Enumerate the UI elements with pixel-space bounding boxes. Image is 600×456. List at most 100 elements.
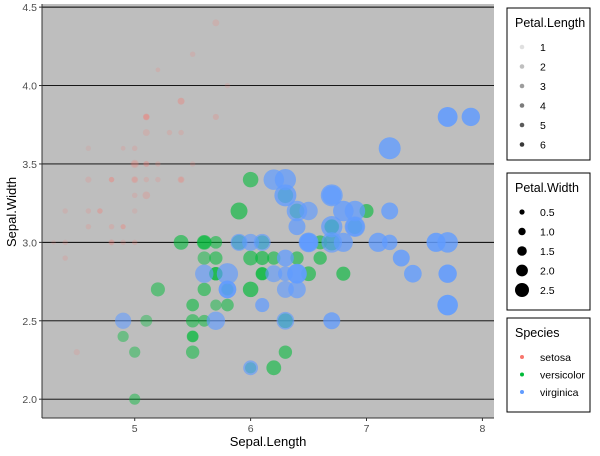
- point-versicolor: [266, 360, 282, 376]
- point-setosa: [120, 223, 126, 230]
- axes: 2.0 2.5 3.0 3.5 4.0 4.5 5 6 7 8: [22, 2, 494, 435]
- point-setosa: [143, 161, 150, 167]
- point-setosa: [131, 160, 138, 168]
- legend-key: [520, 372, 524, 377]
- legend-label: setosa: [540, 352, 571, 364]
- point-setosa: [120, 239, 126, 246]
- point-setosa: [108, 223, 115, 230]
- point-virginica: [243, 360, 259, 376]
- point-virginica: [288, 218, 306, 236]
- point-versicolor: [186, 298, 199, 312]
- point-setosa: [177, 97, 185, 105]
- legend-petal-width: Petal.Width 0.5 1.0 1.5 2.0 2.5: [506, 172, 591, 311]
- point-versicolor: [209, 236, 223, 249]
- point-virginica: [299, 233, 318, 252]
- x-tick-label: 7: [364, 423, 370, 435]
- legend-key: [520, 390, 524, 394]
- point-setosa: [109, 240, 114, 245]
- point-virginica: [321, 216, 343, 238]
- legend-key: [519, 209, 525, 215]
- point-setosa: [85, 176, 92, 183]
- point-setosa: [85, 223, 92, 230]
- point-versicolor: [117, 330, 129, 343]
- point-setosa: [130, 159, 139, 169]
- point-virginica: [333, 200, 354, 222]
- plot-panel: [42, 4, 494, 418]
- point-versicolor: [210, 299, 222, 311]
- legend-key: [516, 264, 528, 277]
- point-versicolor: [185, 345, 200, 359]
- point-setosa: [73, 349, 80, 356]
- point-setosa: [212, 19, 220, 27]
- legend-key: [519, 142, 525, 147]
- panel-background: [42, 4, 494, 418]
- point-versicolor: [129, 393, 141, 405]
- point-setosa: [155, 176, 161, 183]
- point-setosa: [166, 129, 173, 136]
- y-tick-label: 3.5: [22, 159, 37, 171]
- point-setosa: [142, 129, 150, 137]
- point-setosa: [97, 208, 103, 214]
- point-setosa: [131, 239, 138, 246]
- point-virginica: [216, 263, 239, 285]
- point-versicolor: [185, 314, 200, 328]
- legend-label: 0.5: [540, 207, 555, 219]
- point-setosa: [51, 240, 56, 245]
- point-setosa: [108, 176, 115, 183]
- point-setosa: [143, 113, 150, 120]
- legend-label: 3: [540, 81, 546, 93]
- point-virginica: [368, 232, 388, 252]
- point-virginica: [323, 312, 341, 330]
- point-setosa: [224, 82, 231, 89]
- point-virginica: [287, 263, 307, 284]
- point-setosa: [62, 239, 68, 246]
- legend-label: 5: [540, 120, 546, 132]
- point-virginica: [274, 184, 297, 207]
- point-virginica: [265, 265, 283, 283]
- legend-label: 1.5: [540, 246, 555, 258]
- y-axis-title: Sepal.Width: [4, 177, 19, 247]
- point-versicolor: [255, 251, 270, 266]
- point-virginica: [230, 233, 248, 251]
- x-tick-label: 6: [248, 423, 254, 435]
- point-virginica: [392, 249, 410, 267]
- point-virginica: [276, 249, 294, 267]
- legend-key: [519, 122, 525, 128]
- legend-key: [517, 246, 527, 256]
- point-setosa: [108, 239, 115, 246]
- point-virginica: [344, 216, 366, 237]
- legend-title: Petal.Length: [515, 16, 585, 30]
- point-versicolor: [209, 251, 223, 265]
- legend-label: 1: [540, 42, 546, 54]
- point-virginica: [277, 266, 293, 282]
- point-versicolor: [187, 330, 199, 343]
- point-virginica: [404, 264, 422, 283]
- legend-title: Species: [515, 326, 559, 340]
- point-versicolor: [242, 171, 259, 188]
- point-versicolor: [336, 266, 351, 281]
- point-virginica: [195, 264, 214, 283]
- point-setosa: [143, 160, 150, 168]
- y-tick-label: 3.0: [22, 237, 37, 249]
- point-setosa: [131, 208, 138, 214]
- legend-key: [520, 355, 524, 359]
- x-tick-label: 5: [132, 423, 138, 435]
- point-setosa: [97, 208, 103, 214]
- point-virginica: [437, 106, 458, 127]
- legend-box: [506, 317, 591, 413]
- point-versicolor: [197, 235, 211, 250]
- point-setosa: [62, 208, 68, 214]
- point-setosa: [189, 161, 196, 167]
- series-setosa: [51, 19, 231, 356]
- legend-key: [518, 227, 526, 236]
- y-tick-label: 2.5: [22, 316, 37, 328]
- legend-petal-length: Petal.Length 1 2 3 4 5 6: [506, 7, 591, 161]
- point-virginica: [321, 232, 343, 253]
- point-setosa: [131, 176, 139, 184]
- point-versicolor: [242, 281, 259, 298]
- x-axis-title: Sepal.Length: [230, 434, 307, 449]
- legend-key: [519, 44, 525, 50]
- point-setosa: [189, 51, 196, 57]
- point-virginica: [378, 137, 401, 160]
